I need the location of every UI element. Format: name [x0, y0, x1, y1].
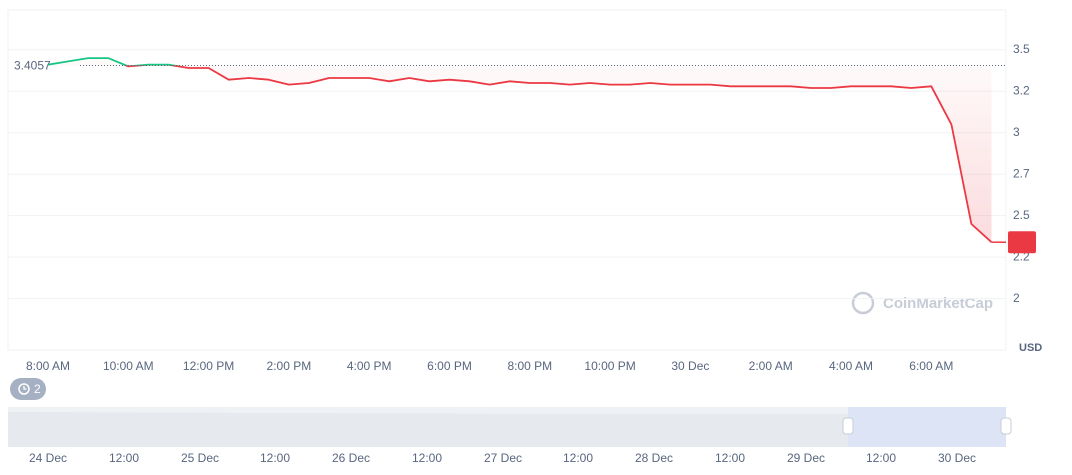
navigator-label: 12:00 — [563, 451, 593, 465]
reference-label: 3.4057 — [14, 59, 51, 73]
x-tick-label: 6:00 AM — [909, 359, 953, 373]
x-tick-label: 10:00 PM — [584, 359, 635, 373]
navigator-label: 27 Dec — [484, 451, 522, 465]
price-line — [47, 57, 993, 243]
navigator-label: 12:00 — [260, 451, 290, 465]
watermark-text: CoinMarketCap — [883, 295, 993, 312]
x-tick-label: 4:00 AM — [829, 359, 873, 373]
badge-count: 2 — [34, 382, 41, 396]
area — [48, 58, 992, 243]
x-tick-label: 8:00 PM — [507, 359, 552, 373]
navigator-label: 12:00 — [715, 451, 745, 465]
plot-frame — [7, 9, 1007, 351]
navigator-label: 26 Dec — [332, 451, 370, 465]
x-tick-label: 4:00 PM — [347, 359, 392, 373]
x-tick-label: 2:00 AM — [749, 359, 793, 373]
y-unit: USD — [1019, 342, 1042, 354]
navigator-label: 24 Dec — [29, 451, 67, 465]
x-tick-label: 10:00 AM — [103, 359, 154, 373]
navigator-label: 12:00 — [866, 451, 896, 465]
x-tick-label: 8:00 AM — [26, 359, 70, 373]
navigator-label: 29 Dec — [787, 451, 825, 465]
navigator-label: 28 Dec — [635, 451, 673, 465]
navigator-label: 30 Dec — [938, 451, 976, 465]
x-tick-label: 6:00 PM — [427, 359, 472, 373]
navigator[interactable] — [8, 407, 1012, 447]
y-tick-label: 2.7 — [1013, 166, 1030, 180]
x-tick-label: 12:00 PM — [183, 359, 234, 373]
navigator-label: 12:00 — [412, 451, 442, 465]
x-tick-label: 2:00 PM — [267, 359, 312, 373]
navigator-label: 12:00 — [109, 451, 139, 465]
watermark: CoinMarketCap — [851, 291, 993, 315]
y-tick-label: 3 — [1013, 125, 1020, 139]
y-tick-label: 3.5 — [1013, 42, 1030, 56]
y-tick-label: 2 — [1013, 291, 1020, 305]
badge[interactable]: 2 — [10, 378, 46, 400]
y-tick-label: 2.5 — [1013, 208, 1030, 222]
y-tick-label: 3.2 — [1013, 83, 1030, 97]
x-tick-label: 30 Dec — [671, 359, 709, 373]
navigator-label: 25 Dec — [181, 451, 219, 465]
price-tag-bg — [1008, 231, 1036, 254]
